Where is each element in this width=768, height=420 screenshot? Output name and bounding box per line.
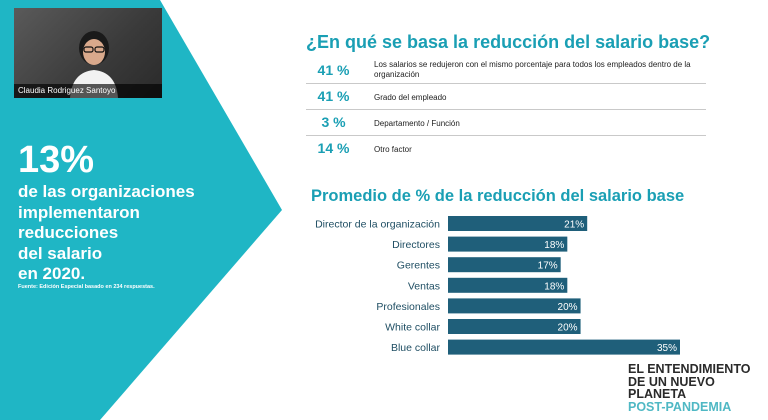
answer-text: Departamento / Función	[374, 119, 460, 128]
category-label: Ventas	[408, 280, 440, 292]
bar-value-label: 20%	[558, 323, 578, 334]
video-thumbnail[interactable]: Claudia Rodriguez Santoyo	[14, 8, 162, 98]
question-title: ¿En qué se basa la reducción del salario…	[306, 32, 711, 52]
logo-line: PLANETA	[628, 387, 687, 401]
participant-name: Claudia Rodriguez Santoyo	[14, 84, 162, 98]
answer-row: 14 % Otro factor	[306, 136, 706, 161]
bar-value-label: 17%	[538, 261, 558, 272]
bar-value-label: 21%	[564, 220, 584, 231]
bar-value-label: 18%	[544, 281, 564, 292]
bar-value-label: 18%	[544, 240, 564, 251]
answer-percent: 14 %	[317, 140, 350, 156]
bar	[448, 277, 568, 293]
answers-table: 41 % Los salarios se redujeron con el mi…	[306, 58, 706, 161]
answer-text: Los salarios se redujeron con el mismo p…	[374, 60, 691, 79]
bar	[448, 298, 581, 314]
answer-percent: 41 %	[317, 62, 350, 78]
category-label: Blue collar	[391, 342, 441, 354]
bar	[448, 339, 680, 355]
answer-text: Grado del empleado	[374, 93, 447, 102]
answer-row: 41 % Grado del empleado	[306, 84, 706, 110]
category-label: Director de la organización	[315, 219, 440, 231]
headline-percent: 13%	[18, 139, 95, 181]
logo-line: POST-PANDEMIA	[628, 399, 732, 414]
statement-line: del salario	[18, 243, 103, 263]
chart-title: Promedio de % de la reducción del salari…	[311, 187, 685, 205]
statement-line: de las organizaciones	[18, 182, 195, 201]
bar-chart: Director de la organización 21% Directores…	[315, 216, 680, 355]
category-label: Profesionales	[376, 301, 440, 313]
bar	[448, 216, 588, 231]
bar-value-label: 35%	[657, 343, 677, 354]
answer-text: Otro factor	[374, 145, 412, 154]
answer-percent: 3 %	[321, 114, 346, 130]
headline-statement: de las organizaciones implementaron redu…	[18, 182, 218, 285]
statement-line: en 2020.	[18, 264, 86, 283]
event-logo: EL ENTENDIMIENTO DE UN NUEVO PLANETA POS…	[628, 363, 750, 413]
statement-line: implementaron	[18, 202, 140, 222]
statement-line: reducciones	[18, 223, 119, 242]
logo-line: DE UN NUEVO	[628, 374, 715, 389]
source-note: Fuente: Edición Especial basado en 234 r…	[18, 284, 155, 290]
answer-row: 41 % Los salarios se redujeron con el mi…	[306, 58, 706, 84]
bar	[448, 236, 568, 252]
bar	[448, 319, 581, 334]
bar-value-label: 20%	[558, 302, 578, 313]
bar	[448, 257, 561, 273]
category-label: Gerentes	[397, 260, 440, 272]
category-label: Directores	[392, 239, 440, 251]
category-label: White collar	[385, 322, 440, 334]
answer-row: 3 % Departamento / Función	[306, 110, 706, 136]
logo-line: EL ENTENDIMIENTO	[628, 362, 751, 376]
answer-percent: 41 %	[317, 88, 350, 104]
